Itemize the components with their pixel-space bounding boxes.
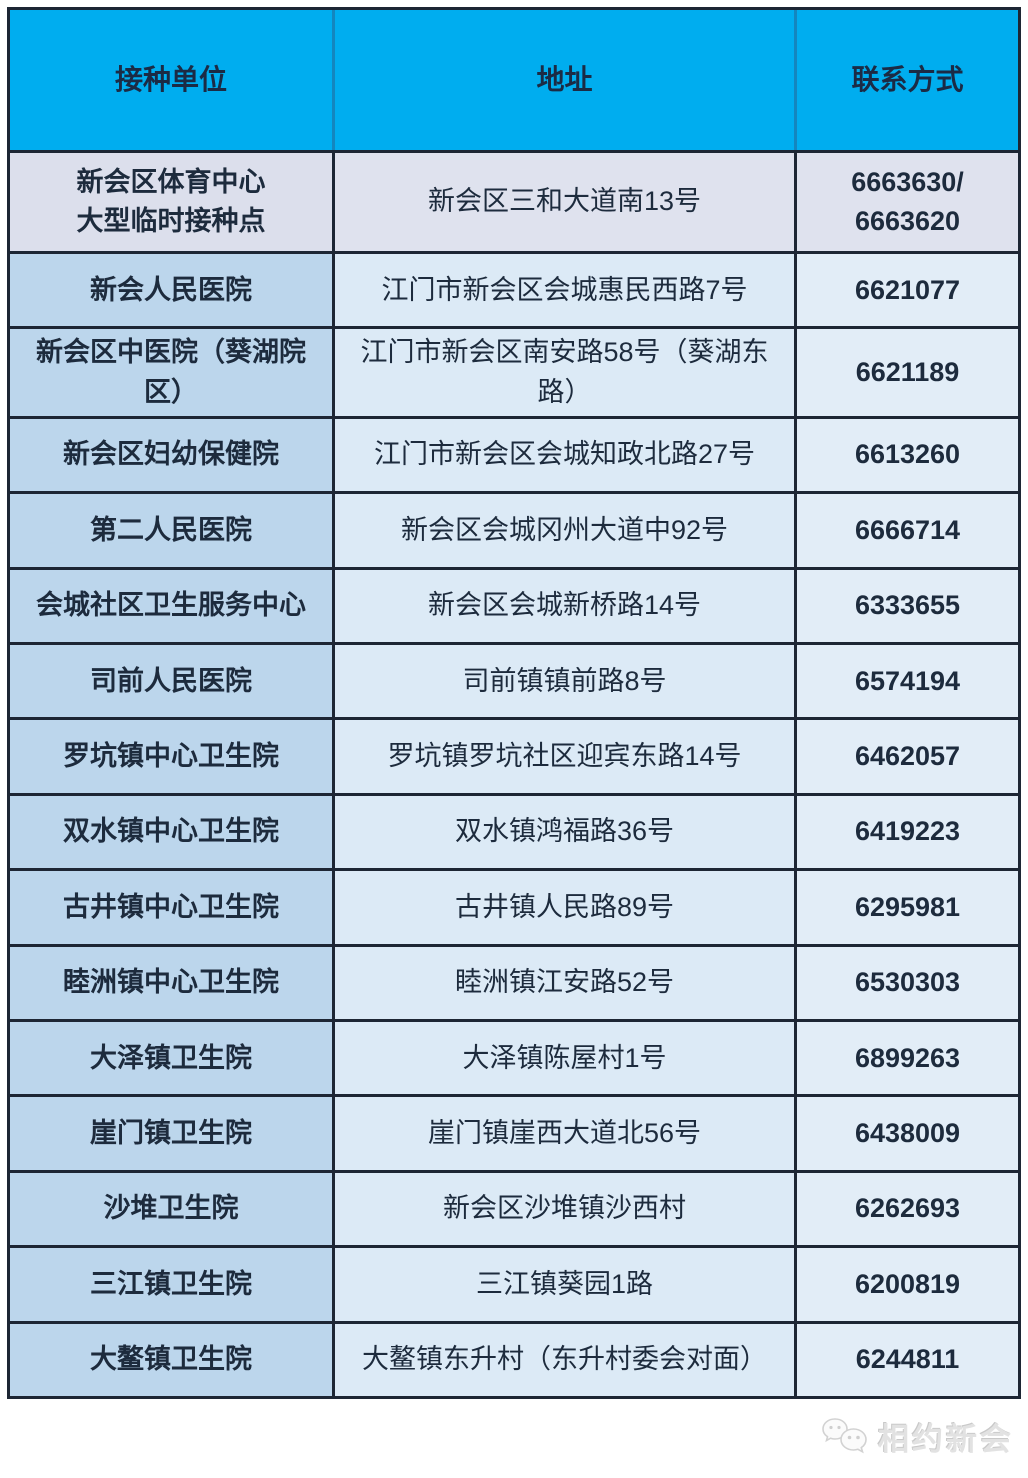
phone-cell: 6200819 xyxy=(794,1248,1018,1321)
table-row: 崖门镇卫生院 崖门镇崖西大道北56号 6438009 xyxy=(10,1094,1018,1170)
phone-cell: 6621077 xyxy=(794,254,1018,327)
table-row: 罗坑镇中心卫生院 罗坑镇罗坑社区迎宾东路14号 6462057 xyxy=(10,717,1018,793)
phone-cell: 6244811 xyxy=(794,1323,1018,1396)
header-phone: 联系方式 xyxy=(794,10,1018,150)
phone-cell: 6621189 xyxy=(794,329,1018,416)
address-cell: 司前镇镇前路8号 xyxy=(332,644,794,718)
unit-cell: 崖门镇卫生院 xyxy=(10,1097,332,1170)
address-cell: 江门市新会区会城知政北路27号 xyxy=(332,418,794,492)
table-row: 新会人民医院 江门市新会区会城惠民西路7号 6621077 xyxy=(10,251,1018,327)
table-row: 大鳌镇卫生院 大鳌镇东升村（东升村委会对面） 6244811 xyxy=(10,1320,1018,1396)
table-row: 新会区中医院（葵湖院区） 江门市新会区南安路58号（葵湖东路） 6621189 xyxy=(10,326,1018,416)
unit-cell: 新会人民医院 xyxy=(10,254,332,327)
watermark: 相约新会 xyxy=(820,1414,1014,1459)
unit-cell: 新会区体育中心 大型临时接种点 xyxy=(10,153,332,251)
unit-cell: 大泽镇卫生院 xyxy=(10,1021,332,1095)
phone-cell: 6419223 xyxy=(794,795,1018,869)
unit-cell: 新会区中医院（葵湖院区） xyxy=(10,329,332,416)
unit-cell: 睦洲镇中心卫生院 xyxy=(10,946,332,1019)
table-row: 三江镇卫生院 三江镇葵园1路 6200819 xyxy=(10,1245,1018,1321)
phone-cell: 6530303 xyxy=(794,946,1018,1019)
address-cell: 江门市新会区南安路58号（葵湖东路） xyxy=(332,329,794,416)
phone-cell: 6462057 xyxy=(794,720,1018,793)
address-cell: 新会区三和大道南13号 xyxy=(332,153,794,251)
address-cell: 新会区沙堆镇沙西村 xyxy=(332,1172,794,1246)
unit-cell: 第二人民医院 xyxy=(10,494,332,567)
header-unit: 接种单位 xyxy=(114,63,227,95)
table-row: 新会区妇幼保健院 江门市新会区会城知政北路27号 6613260 xyxy=(10,415,1018,492)
wechat-icon xyxy=(822,1417,867,1453)
header-address: 地址 xyxy=(332,10,794,150)
address-cell: 江门市新会区会城惠民西路7号 xyxy=(332,254,794,327)
address-cell: 三江镇葵园1路 xyxy=(332,1248,794,1321)
table-row: 睦洲镇中心卫生院 睦洲镇江安路52号 6530303 xyxy=(10,943,1018,1019)
table-row: 古井镇中心卫生院 古井镇人民路89号 6295981 xyxy=(10,868,1018,944)
phone-cell: 6574194 xyxy=(794,644,1018,718)
address-cell: 古井镇人民路89号 xyxy=(332,871,794,944)
unit-cell: 大鳌镇卫生院 xyxy=(10,1323,332,1396)
address-cell: 双水镇鸿福路36号 xyxy=(332,795,794,869)
phone-cell: 6613260 xyxy=(794,418,1018,492)
phone-cell: 6666714 xyxy=(794,494,1018,567)
unit-cell: 会城社区卫生服务中心 xyxy=(10,569,332,642)
unit-cell: 古井镇中心卫生院 xyxy=(10,871,332,944)
table-row: 沙堆卫生院 新会区沙堆镇沙西村 6262693 xyxy=(10,1169,1018,1246)
table-row: 大泽镇卫生院 大泽镇陈屋村1号 6899263 xyxy=(10,1018,1018,1095)
phone-cell: 6899263 xyxy=(794,1021,1018,1095)
address-cell: 罗坑镇罗坑社区迎宾东路14号 xyxy=(332,720,794,793)
phone-cell: 6295981 xyxy=(794,871,1018,944)
phone-cell: 6663630/ 6663620 xyxy=(794,153,1018,251)
table-row: 会城社区卫生服务中心 新会区会城新桥路14号 6333655 xyxy=(10,566,1018,642)
table-header-row: 接种单位 地址 联系方式 xyxy=(10,10,1018,150)
address-cell: 新会区会城冈州大道中92号 xyxy=(332,494,794,567)
unit-cell: 三江镇卫生院 xyxy=(10,1248,332,1321)
vaccination-sites-table: 接种单位 地址 联系方式 新会区体育中心 大型临时接种点 新会区三和大道南13号… xyxy=(7,7,1021,1399)
table-body: 新会区体育中心 大型临时接种点 新会区三和大道南13号 6663630/ 666… xyxy=(10,150,1018,1396)
unit-cell: 司前人民医院 xyxy=(10,644,332,718)
table-row: 双水镇中心卫生院 双水镇鸿福路36号 6419223 xyxy=(10,792,1018,869)
address-cell: 大泽镇陈屋村1号 xyxy=(332,1021,794,1095)
table-row: 第二人民医院 新会区会城冈州大道中92号 6666714 xyxy=(10,491,1018,567)
phone-cell: 6262693 xyxy=(794,1172,1018,1246)
address-cell: 睦洲镇江安路52号 xyxy=(332,946,794,1019)
phone-cell: 6333655 xyxy=(794,569,1018,642)
unit-cell: 罗坑镇中心卫生院 xyxy=(10,720,332,793)
unit-cell: 新会区妇幼保健院 xyxy=(10,418,332,492)
table-row: 司前人民医院 司前镇镇前路8号 6574194 xyxy=(10,641,1018,718)
address-cell: 崖门镇崖西大道北56号 xyxy=(332,1097,794,1170)
table-row: 新会区体育中心 大型临时接种点 新会区三和大道南13号 6663630/ 666… xyxy=(10,150,1018,251)
address-cell: 新会区会城新桥路14号 xyxy=(332,569,794,642)
phone-cell: 6438009 xyxy=(794,1097,1018,1170)
address-cell: 大鳌镇东升村（东升村委会对面） xyxy=(332,1323,794,1396)
unit-cell: 沙堆卫生院 xyxy=(10,1172,332,1246)
unit-cell: 双水镇中心卫生院 xyxy=(10,795,332,869)
watermark-label: 相约新会 xyxy=(878,1422,1014,1457)
